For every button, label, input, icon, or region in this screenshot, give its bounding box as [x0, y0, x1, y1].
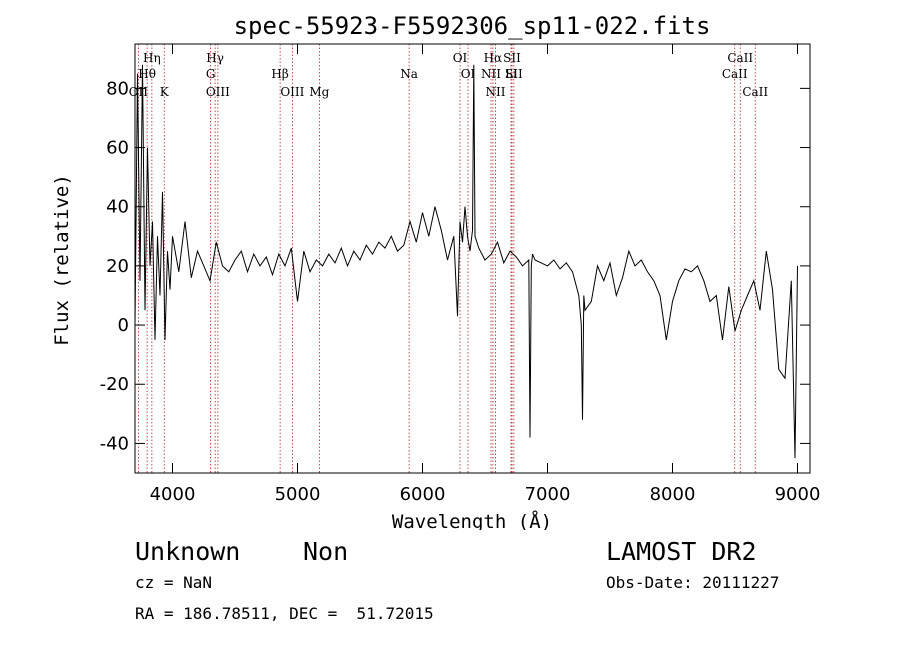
- spectral-line-label: SII: [505, 67, 523, 81]
- y-tick-label: 80: [106, 78, 129, 99]
- chart-title: spec-55923-F5592306_sp11-022.fits: [234, 12, 711, 40]
- spectral-line-label: Na: [400, 67, 418, 81]
- spectral-line-label: Hβ: [271, 67, 288, 81]
- spectral-line-label: CaII: [722, 67, 748, 81]
- spectral-line-label: Hα: [484, 51, 503, 65]
- x-tick-label: 4000: [150, 484, 196, 505]
- object-class: Unknown: [135, 537, 241, 566]
- survey-name: LAMOST DR2: [606, 537, 757, 566]
- plot-frame: [134, 43, 811, 474]
- x-tick-label: 9000: [775, 484, 821, 505]
- spectral-line-label: Li: [505, 67, 517, 81]
- spectral-line-label: Hη: [143, 51, 161, 65]
- x-tick-label: 5000: [275, 484, 321, 505]
- y-axis-ticks: -40 -20 0 20 40 60 80: [100, 78, 810, 454]
- spectrum-line: [134, 64, 798, 459]
- x-axis-label: Wavelength (Å): [392, 510, 552, 530]
- spectral-line-label: OI: [453, 51, 468, 65]
- spectral-line-label: G: [206, 67, 216, 81]
- spectral-line-label: Hγ: [206, 51, 224, 65]
- spectral-line-label: NII: [486, 85, 506, 99]
- spectral-line-label: OI: [461, 67, 476, 81]
- spectral-line-label: OIII: [280, 85, 304, 99]
- observation-date: Obs-Date: 20111227: [606, 573, 780, 592]
- redshift-cz: cz = NaN: [135, 573, 213, 592]
- y-tick-label: -40: [100, 433, 129, 454]
- x-axis-ticks: 4000 5000 6000 7000 8000 9000: [150, 44, 821, 505]
- y-tick-label: 20: [106, 256, 129, 277]
- spectral-line-label: CaII: [727, 51, 753, 65]
- y-tick-label: -20: [100, 374, 129, 395]
- spectral-line-label: Hθ: [138, 67, 156, 81]
- spectral-line-label: NII: [481, 67, 501, 81]
- spectral-line-markers: [137, 44, 756, 473]
- x-tick-label: 8000: [650, 484, 696, 505]
- y-tick-label: 0: [118, 315, 129, 336]
- spectral-line-label: CaII: [742, 85, 768, 99]
- x-tick-label: 7000: [525, 484, 571, 505]
- y-tick-label: 60: [106, 138, 129, 159]
- y-axis-label: Flux (relative): [51, 174, 73, 346]
- spectral-line-label: Mg: [309, 85, 329, 99]
- spectral-line-label: SII: [503, 51, 521, 65]
- spectral-line-label: K: [160, 85, 170, 99]
- y-tick-label: 40: [106, 197, 129, 218]
- ra-dec-coordinates: RA = 186.78511, DEC = 51.72015: [135, 604, 434, 623]
- x-tick-label: 6000: [400, 484, 446, 505]
- spectral-line-label: OII: [129, 85, 149, 99]
- spectral-line-label: OIII: [206, 85, 230, 99]
- object-subclass: Non: [303, 537, 349, 566]
